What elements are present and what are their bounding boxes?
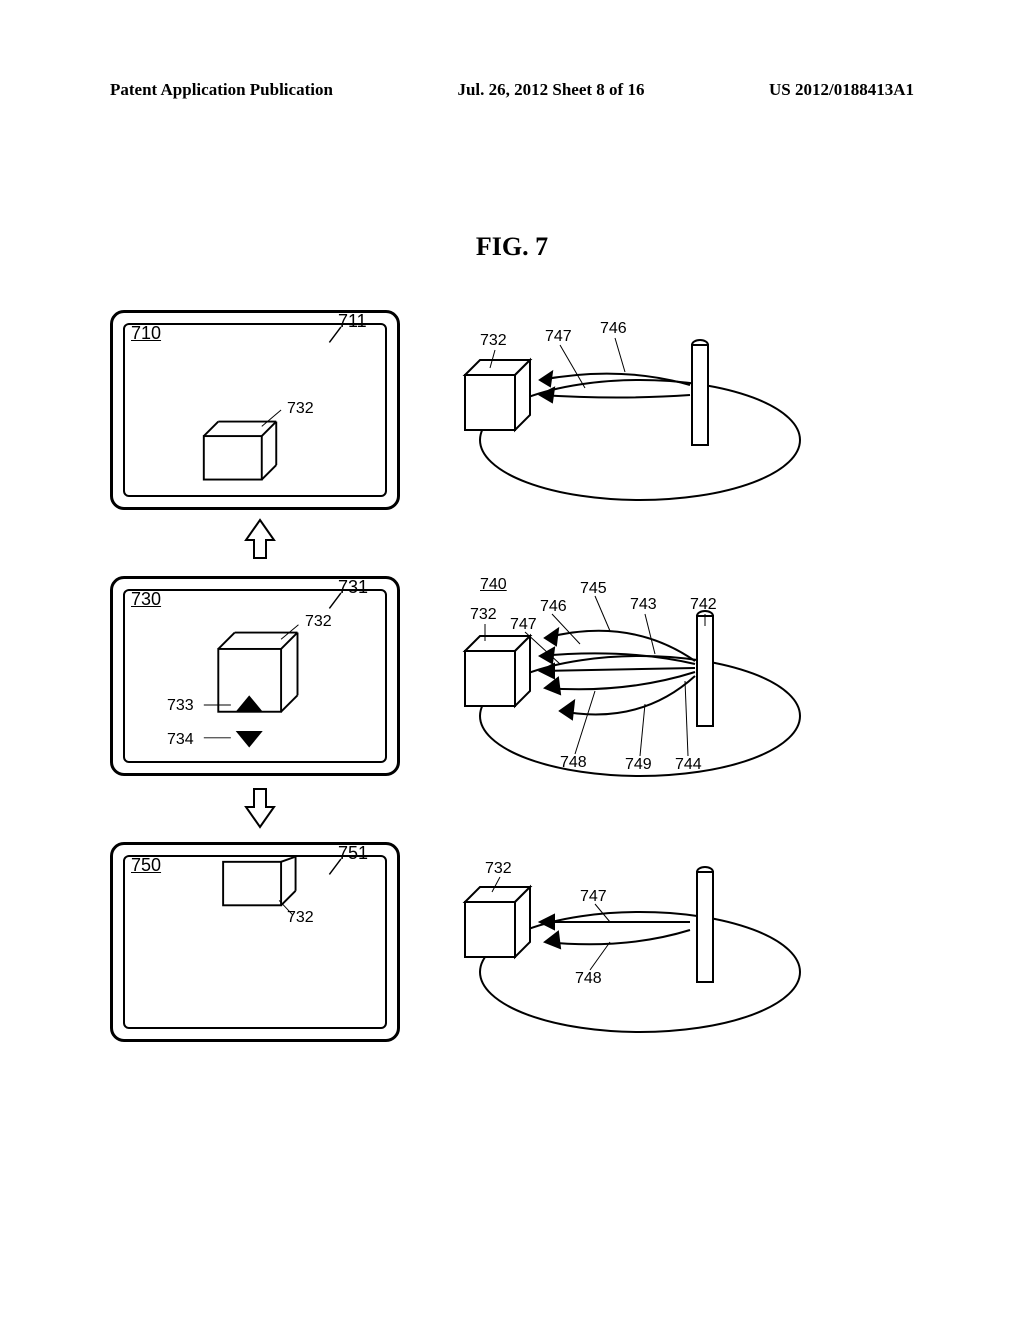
box-top-svg xyxy=(125,325,385,495)
up-arrow-icon xyxy=(240,518,280,563)
diagram-area: 710 711 732 xyxy=(110,310,920,1042)
header-center: Jul. 26, 2012 Sheet 8 of 16 xyxy=(457,80,644,100)
scene-mid-leaders xyxy=(430,576,810,796)
scene-middle: 740 732 745 746 743 742 747 748 749 744 xyxy=(430,576,810,776)
ref-732-mid: 732 xyxy=(305,613,332,631)
box-mid-svg xyxy=(125,591,385,761)
row-bottom: 750 751 732 xyxy=(110,842,920,1042)
figure-title: FIG. 7 xyxy=(0,232,1024,262)
ref-732-top: 732 xyxy=(287,400,314,418)
scene-top-leaders xyxy=(430,310,810,510)
ref-132-bot: 732 xyxy=(287,909,314,927)
page-header: Patent Application Publication Jul. 26, … xyxy=(0,80,1024,100)
header-right: US 2012/0188413A1 xyxy=(769,80,914,100)
row-top: 710 711 732 xyxy=(110,310,920,510)
ref-733: 733 xyxy=(167,697,194,715)
screen-panel-bottom: 750 751 732 xyxy=(110,842,400,1042)
screen-panel-middle: 730 731 xyxy=(110,576,400,776)
scene-top: 732 747 746 xyxy=(430,310,810,510)
header-left: Patent Application Publication xyxy=(110,80,333,100)
scene-bot-leaders xyxy=(430,842,810,1042)
screen-inner-middle: 732 733 734 xyxy=(123,589,387,763)
row-middle: 730 731 xyxy=(110,576,920,776)
down-arrow-icon xyxy=(240,784,280,829)
scene-bottom: 732 747 748 xyxy=(430,842,810,1042)
screen-panel-top: 710 711 732 xyxy=(110,310,400,510)
box-bot-svg xyxy=(125,857,385,1027)
screen-inner-bottom: 732 xyxy=(123,855,387,1029)
screen-inner-top: 732 xyxy=(123,323,387,497)
ref-734: 734 xyxy=(167,731,194,749)
